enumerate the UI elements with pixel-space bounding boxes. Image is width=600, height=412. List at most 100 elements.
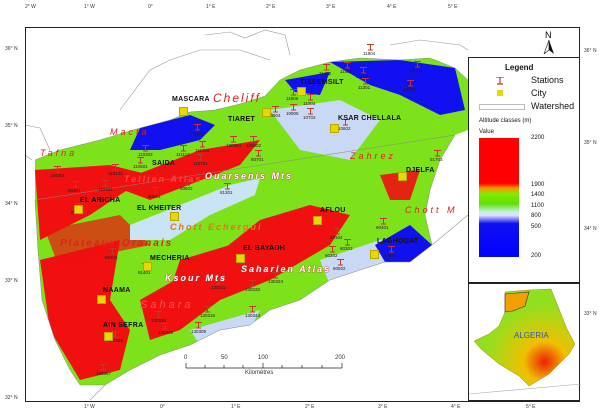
station-icon[interactable]: [362, 78, 369, 85]
lat-label: 35° N: [5, 123, 18, 129]
station-icon[interactable]: [407, 80, 414, 87]
station-label: 11003: [303, 101, 316, 106]
station-icon[interactable]: [152, 187, 159, 194]
station-icon[interactable]: [388, 246, 395, 253]
city-marker[interactable]: [104, 332, 113, 341]
station-icon[interactable]: [54, 166, 61, 173]
station-icon[interactable]: [180, 145, 187, 152]
station-label: 11804: [363, 51, 376, 56]
lon-label: 1° W: [84, 4, 95, 10]
scale-tick: 0: [184, 355, 188, 361]
station-icon[interactable]: [290, 104, 297, 111]
city-marker[interactable]: [262, 108, 271, 117]
station-icon[interactable]: [434, 150, 441, 157]
station-icon[interactable]: [215, 278, 222, 285]
station-label: 60202: [325, 253, 338, 258]
city-marker[interactable]: [370, 250, 379, 259]
city-marker[interactable]: [97, 295, 106, 304]
station-label: 11301: [358, 85, 371, 90]
city-label: SAIDA: [152, 160, 176, 167]
station-icon[interactable]: [224, 183, 231, 190]
station-label: 60104: [330, 235, 343, 240]
scale-tick: 200: [335, 355, 346, 361]
station-label: 160401: [50, 173, 66, 178]
station-icon[interactable]: [307, 94, 314, 101]
station-icon[interactable]: [155, 311, 162, 318]
lon-label: 1° E: [231, 404, 241, 410]
station-icon[interactable]: [162, 323, 169, 330]
station-icon[interactable]: [272, 272, 279, 279]
station-label: 111204: [190, 131, 205, 136]
city-marker[interactable]: [297, 87, 306, 96]
station-icon[interactable]: [367, 44, 374, 51]
station-label: 130324: [268, 279, 284, 284]
station-icon[interactable]: [307, 108, 314, 115]
station-label: 60502: [333, 266, 346, 271]
city-marker[interactable]: [170, 212, 179, 221]
station-icon[interactable]: [272, 106, 279, 113]
station-icon[interactable]: [197, 154, 204, 161]
station-icon[interactable]: [360, 67, 367, 74]
city-icon: [497, 90, 503, 96]
lon-label: 0°: [148, 4, 153, 10]
city-marker[interactable]: [236, 254, 245, 263]
city-marker[interactable]: [313, 216, 322, 225]
station-icon[interactable]: [344, 62, 351, 69]
city-marker[interactable]: [74, 205, 83, 214]
station-icon[interactable]: [195, 322, 202, 329]
station-icon[interactable]: [334, 228, 341, 235]
station-icon[interactable]: [109, 248, 116, 255]
station-icon: [496, 77, 504, 85]
station-icon[interactable]: [342, 119, 349, 126]
station-icon[interactable]: [323, 64, 330, 71]
city-label: LAGHOUAT: [377, 238, 419, 245]
city-marker[interactable]: [179, 107, 188, 116]
station-label: 110103: [108, 171, 123, 176]
north-arrow: N: [540, 30, 560, 54]
lat-label: 33° N: [5, 278, 18, 284]
station-icon[interactable]: [112, 164, 119, 171]
station-icon[interactable]: [337, 259, 344, 266]
station-label: 11606: [340, 69, 353, 74]
altitude-tick: 500: [531, 224, 542, 230]
city-marker[interactable]: [143, 262, 152, 271]
city-marker[interactable]: [330, 124, 339, 133]
lat-label: 34° N: [5, 201, 18, 207]
station-icon[interactable]: [230, 136, 237, 143]
station-label: 60303: [340, 246, 353, 251]
label-cheliff: Cheliff: [213, 91, 262, 105]
station-label: 11806: [286, 96, 299, 101]
label-tellien-atlas: Tellien Atlas: [124, 174, 203, 184]
station-icon[interactable]: [199, 141, 206, 148]
scale-tick: 50: [221, 355, 228, 361]
lat-label: 34° N: [584, 226, 597, 232]
station-icon[interactable]: [102, 180, 109, 187]
station-icon[interactable]: [184, 179, 191, 186]
station-icon[interactable]: [137, 157, 144, 164]
country-borders: [24, 29, 469, 401]
station-label: 130316: [200, 313, 216, 318]
station-label: 130504: [226, 143, 242, 148]
station-icon[interactable]: [100, 364, 107, 371]
station-icon[interactable]: [255, 150, 262, 157]
station-icon[interactable]: [380, 218, 387, 225]
station-icon[interactable]: [249, 306, 256, 313]
station-icon[interactable]: [249, 280, 256, 287]
lat-label: 36° N: [5, 46, 18, 52]
station-icon[interactable]: [250, 136, 257, 143]
station-icon[interactable]: [290, 89, 297, 96]
station-icon[interactable]: [344, 239, 351, 246]
city-marker[interactable]: [398, 172, 407, 181]
inset-map: ALGERIA: [468, 283, 581, 401]
station-icon[interactable]: [204, 306, 211, 313]
station-icon[interactable]: [72, 181, 79, 188]
value-label: Value: [479, 129, 494, 135]
station-icon[interactable]: [414, 61, 421, 68]
station-icon[interactable]: [112, 331, 119, 338]
station-icon[interactable]: [194, 124, 201, 131]
station-label: 130309: [191, 329, 207, 334]
station-icon[interactable]: [142, 145, 149, 152]
lon-label: 5° E: [448, 4, 458, 10]
station-icon[interactable]: [329, 246, 336, 253]
label-zahrez: Zahrez: [350, 151, 397, 161]
